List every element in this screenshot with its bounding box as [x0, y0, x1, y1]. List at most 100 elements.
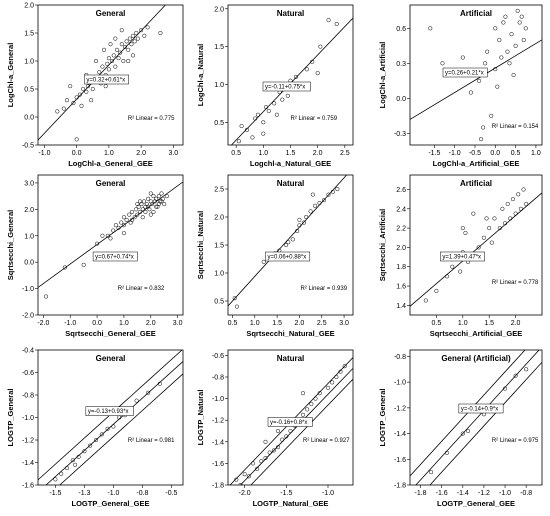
panel-title: Natural [277, 179, 305, 188]
y-tick-label: -1.0 [212, 396, 224, 403]
data-point [116, 56, 121, 61]
data-point [440, 61, 445, 66]
scatter-panel-5: Natural 0.5 1.0 1.5 2.0 2.5 3.0 0.5 1.0 1.5 2.0 2.5… [196, 174, 354, 338]
panel-title: Artificial [460, 9, 492, 18]
x-axis-label: Sqrtsecchi_Natural_GEE [246, 329, 334, 338]
data-point [124, 39, 129, 44]
data-point [304, 67, 309, 72]
data-point [267, 450, 272, 455]
data-point [82, 449, 87, 454]
scatter-panel-2: Natural 0.5 1.0 1.5 2.0 2.5 0.5 1.0 1.5 2.0 Logchl… [196, 4, 354, 168]
x-axis-label: LogChl-a_Artificial_GEE [433, 159, 520, 168]
equation-box [85, 406, 134, 416]
data-point [81, 86, 86, 92]
data-point [428, 26, 433, 31]
data-point [111, 53, 116, 58]
y-tick-label: -1.6 [212, 461, 224, 468]
y-axis-label: LogChl-a_Natural [196, 44, 205, 107]
data-point [313, 203, 318, 208]
data-point [90, 86, 95, 92]
data-point [154, 196, 159, 201]
data-point [516, 192, 521, 197]
y-axis-label: Sqrtsecchi_Artificial [378, 209, 387, 282]
scatter-panel-3: Artificial -1.5 -1.0 -0.5 0.0 0.5 1.0 -0.3 0.0 0.… [378, 4, 543, 168]
y-axis-label: Sqrtsecchi_General [6, 210, 15, 280]
data-point [513, 373, 518, 378]
data-point [274, 112, 279, 117]
data-point [481, 235, 486, 240]
y-tick-label: -1.0 [394, 380, 406, 387]
data-point [74, 95, 79, 100]
y-tick-label: -1.2 [212, 418, 224, 425]
data-point [493, 26, 498, 31]
data-point [505, 201, 510, 207]
y-tick-label: 1.0 [214, 82, 224, 89]
x-tick-label: 2.5 [317, 320, 327, 327]
x-tick-label: 2.0 [136, 150, 146, 157]
data-point [263, 455, 268, 461]
data-point [93, 58, 99, 64]
data-point [310, 192, 315, 197]
y-tick-label: -1.2 [394, 405, 406, 412]
data-point [121, 223, 126, 228]
data-point [114, 47, 119, 52]
data-point [476, 78, 482, 83]
y-tick-label: 2.2 [396, 226, 406, 233]
y-tick-label: -0.8 [394, 354, 406, 361]
data-point [152, 199, 157, 204]
data-point [119, 220, 124, 225]
x-tick-label: -1.5 [428, 150, 440, 157]
data-point [342, 364, 347, 369]
equation-box [458, 403, 504, 414]
data-point [131, 33, 136, 38]
x-tick-label: 1.0 [119, 320, 129, 327]
y-tick-label: 1.0 [24, 59, 34, 66]
data-point [53, 477, 58, 482]
data-point [62, 265, 67, 270]
equation-box [84, 74, 129, 85]
data-point [330, 380, 335, 385]
x-tick-label: 1.0 [104, 150, 114, 157]
x-tick-label: 1.5 [272, 320, 282, 327]
data-point [145, 25, 150, 30]
y-tick-label: -2.0 [22, 313, 34, 320]
data-point [325, 385, 331, 390]
data-point [134, 398, 139, 403]
x-tick-label: -0.5 [469, 150, 481, 157]
data-point [108, 236, 113, 241]
data-point [142, 199, 147, 204]
x-tick-label: -2.0 [37, 320, 49, 327]
plot-frame [227, 174, 354, 316]
data-point [128, 220, 133, 225]
data-point [99, 432, 104, 437]
data-point [134, 30, 139, 36]
data-point [334, 21, 339, 26]
data-point [122, 44, 128, 50]
panel-title: General [96, 9, 126, 18]
data-point [146, 390, 151, 395]
data-point [290, 237, 295, 242]
data-point [143, 209, 148, 215]
x-tick-label: -2.0 [239, 490, 251, 497]
r-squared-label: R² Linear = 0.981 [128, 438, 175, 444]
equation-label: y=0.67+0.74*x [95, 255, 134, 261]
fit-line [410, 39, 542, 120]
data-point [250, 135, 255, 140]
data-point [517, 20, 522, 25]
data-point [100, 64, 105, 69]
data-point [159, 199, 164, 204]
panel-title: Natural [277, 354, 305, 363]
data-point [129, 42, 134, 47]
data-point [501, 20, 506, 25]
data-point [305, 407, 310, 412]
data-point [261, 259, 266, 264]
x-tick-label: -1.0 [322, 490, 334, 497]
data-point [479, 137, 484, 142]
y-tick-label: 2.0 [214, 6, 224, 13]
y-tick-label: -1.8 [212, 483, 224, 490]
equation-box [442, 67, 488, 78]
y-axis-label: LOGTP_General [378, 389, 387, 447]
data-point [110, 58, 115, 64]
x-tick-label: 1.0 [258, 150, 268, 157]
